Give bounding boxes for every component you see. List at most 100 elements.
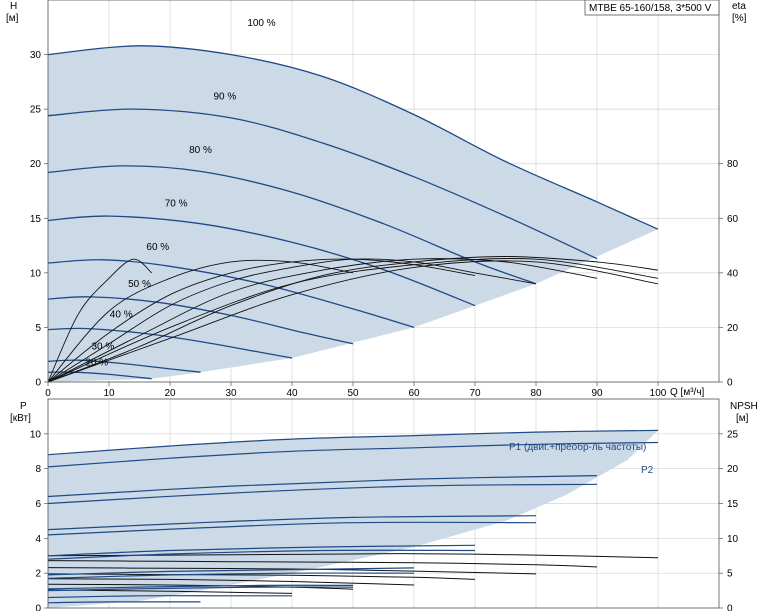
qh-curve-3 [47, 215, 476, 307]
eta-curve-0 [47, 258, 152, 383]
eta-tick-4: 80 [727, 159, 739, 170]
qh-curves [47, 45, 659, 380]
npsh-tick-2: 10 [727, 534, 739, 545]
power-curve-10 [47, 584, 354, 590]
eta-tick-1: 20 [727, 323, 739, 334]
eta-curve-7 [47, 260, 659, 383]
head-axis-ticks: 0 5 10 15 20 25 30 [30, 50, 48, 389]
power-curve-1 [47, 441, 659, 468]
flow-tick-10: 100 [650, 388, 667, 399]
head-tick-0: 0 [35, 378, 41, 389]
power-tick-5: 10 [30, 429, 42, 440]
head-tick-3: 15 [30, 214, 42, 225]
power-curve-4 [47, 515, 537, 531]
eta-axis-unit: [%] [732, 13, 747, 24]
power-curve-7 [47, 549, 476, 560]
operating-range-envelope [48, 45, 658, 383]
flow-tick-5: 50 [347, 388, 359, 399]
npsh-axis-unit: [м] [736, 413, 749, 424]
npsh-curves [47, 553, 659, 594]
model-label: MTBE 65-160/158, 3*500 V [589, 3, 712, 14]
speed-label-4: 60 % [146, 242, 169, 253]
power-curve-0 [47, 429, 659, 456]
npsh-curve-4 [47, 578, 415, 586]
power-curve-3 [47, 483, 598, 505]
npsh-curve-0 [47, 553, 659, 559]
top-plot-frame [47, 0, 720, 383]
flow-tick-4: 40 [286, 388, 298, 399]
power-tick-1: 2 [35, 569, 41, 580]
power-curve-8 [47, 567, 415, 576]
power-axis-title: P [20, 401, 27, 412]
speed-label-6: 40 % [110, 310, 133, 321]
flow-tick-2: 20 [164, 388, 176, 399]
speed-label-2: 80 % [189, 145, 212, 156]
flow-tick-3: 30 [225, 388, 237, 399]
eta-axis-title: eta [732, 1, 746, 12]
eta-curve-5 [47, 256, 659, 383]
model-label-box [584, 0, 720, 16]
speed-label-5: 50 % [128, 279, 151, 290]
power-curve-13 [47, 601, 201, 604]
speed-label-0: 100 % [247, 18, 275, 29]
qh-curve-8 [47, 371, 152, 380]
eta-curve-2 [47, 258, 476, 383]
bottom-panel: 0 2 4 6 8 10 0 5 10 15 20 25 P [кВт] NPSH [м] P1 (… [10, 398, 758, 611]
power-tick-0: 0 [35, 604, 41, 611]
top-panel: 0 5 10 15 20 25 30 0 20 40 60 80 0 10 20 30 40 50 60 70 80… [6, 0, 747, 399]
qh-curve-6 [47, 327, 293, 359]
flow-tick-1: 10 [103, 388, 115, 399]
npsh-axis-title: NPSH [730, 401, 758, 412]
flow-tick-7: 70 [469, 388, 481, 399]
npsh-curve-3 [47, 573, 476, 580]
head-tick-6: 30 [30, 50, 42, 61]
p2-label: P2 [641, 465, 654, 476]
head-axis-title: H [10, 1, 17, 12]
eta-curve-6 [47, 258, 659, 383]
power-axis-unit: [кВт] [10, 413, 31, 424]
head-tick-2: 10 [30, 268, 42, 279]
power-curve-5 [47, 521, 537, 536]
qh-curve-7 [47, 359, 201, 373]
power-curve-6 [47, 544, 476, 557]
power-curve-12 [47, 595, 292, 599]
eta-tick-3: 60 [727, 214, 739, 225]
flow-axis-label: Q [м³/ч] [670, 387, 705, 398]
flow-tick-0: 0 [45, 388, 51, 399]
head-tick-4: 20 [30, 159, 42, 170]
speed-label-3: 70 % [165, 198, 188, 209]
npsh-tick-0: 0 [727, 604, 733, 611]
npsh-tick-4: 20 [727, 464, 739, 475]
speed-label-7: 30 % [92, 341, 115, 352]
eta-axis-ticks: 0 20 40 60 80 [719, 159, 739, 389]
power-tick-2: 4 [35, 534, 41, 545]
flow-tick-6: 60 [408, 388, 420, 399]
qh-curve-1 [47, 108, 598, 260]
p1-label: P1 (двиг.+преобр-ль частоты) [509, 441, 646, 453]
head-axis-unit: [м] [6, 13, 19, 24]
qh-curve-0 [47, 45, 659, 230]
flow-tick-9: 90 [591, 388, 603, 399]
speed-label-8: 20 % [85, 358, 108, 369]
speed-label-1: 90 % [214, 91, 237, 102]
eta-curve-4 [47, 258, 598, 383]
npsh-axis-ticks: 0 5 10 15 20 25 [719, 429, 739, 611]
power-range-envelope [48, 430, 658, 608]
npsh-curve-1 [47, 560, 598, 568]
efficiency-curves [47, 256, 659, 383]
npsh-tick-5: 25 [727, 429, 739, 440]
power-axis-ticks: 0 2 4 6 8 10 [30, 429, 48, 611]
eta-tick-2: 40 [727, 268, 739, 279]
power-tick-4: 8 [35, 464, 41, 475]
npsh-curve-2 [47, 567, 537, 575]
power-curve-11 [47, 586, 354, 592]
eta-tick-0: 0 [727, 378, 733, 389]
speed-labels: 100 % 90 % 80 % 70 % 60 % 50 % 40 % 30 % 20 % [85, 18, 275, 368]
power-curves [47, 429, 659, 604]
head-tick-5: 25 [30, 105, 42, 116]
power-tick-3: 6 [35, 499, 41, 510]
flow-tick-8: 80 [530, 388, 542, 399]
eta-curve-3 [47, 258, 537, 383]
npsh-tick-1: 5 [727, 569, 733, 580]
